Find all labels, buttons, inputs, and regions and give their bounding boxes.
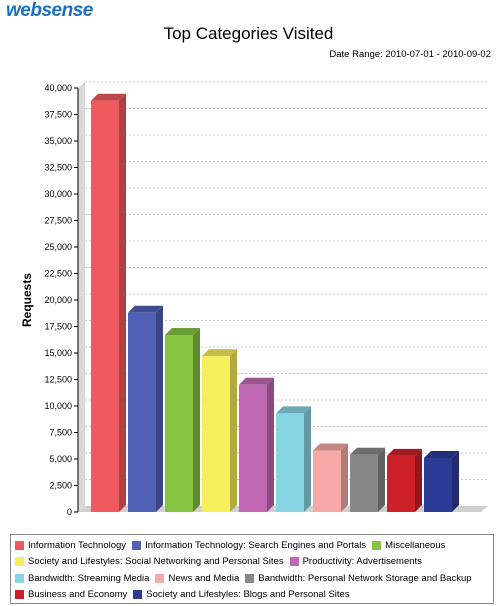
- bar-top: [313, 443, 348, 451]
- legend-label: Society and Lifestyles: Blogs and Person…: [146, 589, 350, 601]
- legend-swatch: [15, 590, 24, 600]
- bar: [91, 100, 119, 512]
- bar-side: [267, 377, 274, 512]
- bar: [350, 454, 378, 512]
- y-tick-label: 30,000: [44, 189, 72, 199]
- bar-side: [156, 305, 163, 512]
- bar: [276, 413, 304, 512]
- y-tick-label: 7,500: [49, 428, 72, 438]
- legend-row: Society and Lifestyles: Social Networkin…: [15, 554, 489, 571]
- legend-swatch: [15, 573, 24, 583]
- legend-swatch: [372, 540, 382, 550]
- bar-top: [202, 349, 237, 357]
- legend-label: Business and Economy: [28, 589, 128, 601]
- y-tick-label: 0: [67, 507, 72, 517]
- bar: [202, 356, 230, 512]
- legend-item: Miscellaneous: [372, 540, 445, 551]
- y-tick-label: 37,500: [44, 110, 72, 120]
- legend-item: Business and Economy: [15, 589, 127, 600]
- bar-side: [193, 327, 200, 512]
- legend-item: Bandwidth: Personal Network Storage and …: [245, 572, 472, 584]
- bar: [128, 312, 156, 512]
- left-wall: [78, 82, 85, 512]
- legend-swatch: [155, 573, 165, 583]
- bar-side: [230, 349, 237, 512]
- legend-swatch: [289, 557, 299, 567]
- bar-side: [341, 443, 348, 512]
- y-tick-label: 22,500: [44, 269, 72, 279]
- y-tick-label: 15,000: [44, 348, 72, 358]
- legend-label: Society and Lifestyles: Social Networkin…: [28, 556, 284, 568]
- legend-row: Information Technology Information Techno…: [15, 537, 489, 554]
- legend-item: Information Technology: Search Engines a…: [132, 540, 366, 551]
- y-tick-label: 5,000: [49, 454, 72, 464]
- bar-side: [119, 93, 126, 512]
- legend-swatch: [15, 557, 24, 567]
- legend-row: Business and Economy Society and Lifestyl…: [15, 587, 489, 604]
- legend-label: Information Technology: Search Engines a…: [145, 539, 367, 551]
- legend-swatch: [15, 540, 24, 550]
- legend-row: Bandwidth: Streaming Media News and Media…: [15, 570, 489, 587]
- bar-chart: 0 2,500 5,000 7,500 10,000 12,500 15,000 17,500…: [20, 81, 488, 517]
- websense-logo: websense: [6, 0, 93, 21]
- bar: [165, 334, 193, 512]
- y-tick-label: 40,000: [44, 83, 72, 93]
- y-tick-label: 17,500: [44, 322, 72, 332]
- bar-side: [415, 448, 422, 512]
- y-tick-label: 32,500: [44, 163, 72, 173]
- y-axis-label: Requests: [20, 273, 34, 327]
- legend-label: Information Technology: [28, 539, 127, 551]
- legend-item: News and Media: [155, 573, 239, 584]
- y-tick-label: 2,500: [49, 481, 72, 491]
- bar: [239, 384, 267, 512]
- y-tick-label: 27,500: [44, 216, 72, 226]
- bar-top: [276, 406, 311, 414]
- y-tick-label: 25,000: [44, 242, 72, 252]
- bar-side: [304, 406, 311, 512]
- y-tick-label: 12,500: [44, 375, 72, 385]
- legend-item: Society and Lifestyles: Social Networkin…: [15, 556, 284, 567]
- legend-label: Miscellaneous: [385, 539, 446, 551]
- bar-side: [452, 450, 459, 512]
- legend-swatch: [132, 540, 142, 550]
- legend-item: Society and Lifestyles: Blogs and Person…: [133, 589, 350, 601]
- y-tick-label: 10,000: [44, 401, 72, 411]
- chart-title: Top Categories Visited: [163, 24, 334, 43]
- legend-label: Bandwidth: Streaming Media: [28, 572, 150, 584]
- legend-item: Productivity: Advertisements: [289, 556, 422, 568]
- legend-swatch: [133, 590, 143, 600]
- bar-top: [239, 377, 274, 385]
- legend-label: News and Media: [168, 572, 240, 584]
- bar: [424, 457, 452, 512]
- legend-item: Bandwidth: Streaming Media: [15, 573, 149, 584]
- date-range-label: Date Range: 2010-07-01 - 2010-09-02: [329, 49, 491, 60]
- chart-legend: Information Technology Information Techno…: [10, 534, 494, 604]
- bar-top: [350, 447, 385, 455]
- bar-top: [387, 448, 422, 456]
- legend-label: Productivity: Advertisements: [302, 556, 422, 568]
- bar-side: [378, 447, 385, 512]
- legend-item: Information Technology: [15, 540, 126, 551]
- y-tick-label: 35,000: [44, 136, 72, 146]
- legend-label: Bandwidth: Personal Network Storage and …: [258, 572, 472, 584]
- y-tick-label: 20,000: [44, 295, 72, 305]
- bar-top: [128, 305, 163, 313]
- bar-top: [91, 93, 126, 101]
- bar-top: [424, 450, 459, 458]
- bar: [313, 450, 341, 512]
- legend-swatch: [245, 573, 255, 583]
- bar-top: [165, 327, 200, 335]
- bar: [387, 455, 415, 512]
